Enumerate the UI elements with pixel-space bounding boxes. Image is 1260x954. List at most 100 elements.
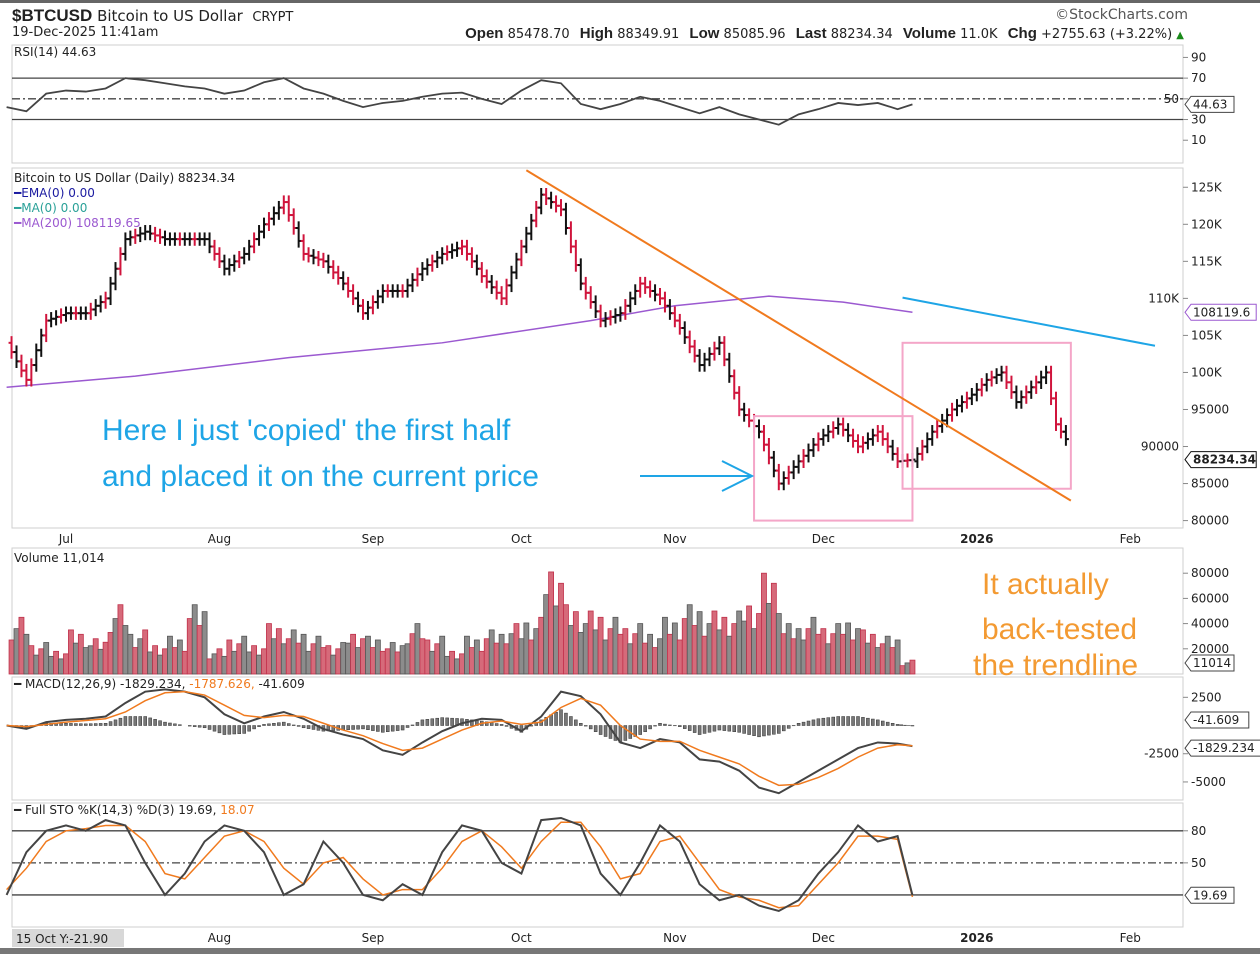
volume-bar [97,648,104,675]
macd-histogram-bar [158,720,162,726]
last-label: Last [795,25,827,42]
price-bar [28,358,35,387]
ema-legend-text: EMA(0) 0.00 [21,186,95,200]
volume-bar [414,623,421,675]
price-bar [231,254,238,272]
volume-bar [320,647,327,675]
macd-histogram-bar [866,717,870,726]
volume-bar [701,635,708,675]
macd-histogram-bar [405,725,410,728]
volume-bar [597,616,604,675]
macd-histogram-bar [227,725,232,735]
copied-price-bar [1013,385,1020,409]
price-bar [473,254,480,276]
macd-histogram-bar [579,723,583,726]
volume-bar [399,645,406,675]
price-bar [820,428,827,446]
open-label: Open [465,25,504,42]
price-bar [246,239,253,261]
price-bar [261,217,267,239]
volume-bar [107,632,114,675]
price-bar [647,280,654,298]
volume-bar [256,654,262,675]
price-bar [840,417,847,437]
price-last-tag [1184,451,1257,469]
price-axis-tick-label: 105K [1191,328,1223,342]
price-bar [513,252,520,280]
bottom-x-axis-label: Feb [1120,931,1141,945]
price-axis-tick-label: 95000 [1191,402,1229,416]
price-bar [216,247,223,268]
price-bar [815,432,822,452]
volume-bar [731,623,738,675]
volume-axis-tick-label: 40000 [1191,617,1229,631]
open-value: 85478.70 [507,27,570,42]
volume-bar [340,642,347,675]
price-bar [345,276,352,298]
macd-histogram-bar [841,716,845,726]
copied-price-bar [973,383,980,402]
volume-bar [221,655,228,675]
price-bar [770,450,777,478]
triangle-up-icon: ▲ [1176,30,1184,41]
volume-bar [468,647,475,675]
volume-bar [28,645,35,675]
macd-histogram-bar [103,723,108,726]
price-bar [409,273,416,293]
price-bar [676,313,683,335]
macd-histogram-bar [366,725,370,731]
price-bar [498,286,505,306]
volume-bar [201,611,208,675]
volume-bar [394,651,401,675]
macd-histogram-bar [242,725,246,734]
macd-histogram-bar [504,725,509,727]
volume-bar [8,639,15,675]
volume-bar [464,635,470,675]
copied-price-bar [1028,380,1035,399]
price-bar [87,302,94,320]
price-bar [701,352,708,372]
volume-bar [181,650,188,675]
price-bar [107,276,114,306]
macd-histogram-bar [564,712,568,726]
price-bar [696,349,703,372]
macd-histogram-bar [885,721,890,726]
volume-bar [478,650,485,675]
volume-bar [73,642,79,675]
ma200-line [6,295,913,389]
macd-hist-last-value-label: -41.609 [1193,713,1239,727]
macd-legend-main: MACD(12,26,9) -1829.234, [25,677,186,691]
macd-histogram-bar [113,719,118,726]
price-x-axis-label: Oct [511,532,532,546]
macd-histogram-bar [212,725,217,732]
volume-bar [667,633,673,675]
macd-histogram-bar [84,723,88,726]
volume-bar [18,616,25,675]
copied-price-bar [1057,417,1064,439]
volume-axis-tick-label: 60000 [1191,591,1229,605]
price-bar [830,421,837,439]
ma200-last-tag [1184,303,1257,321]
price-bar [543,188,550,206]
macd-histogram-bar [737,725,741,733]
price-bar [706,347,713,367]
price-bar [716,336,723,356]
price-bar [874,425,881,443]
volume-bar [216,648,223,675]
volume-bar [543,594,550,675]
volume-bar [261,648,267,675]
volume-bar [869,633,876,675]
volume-bar [810,616,817,675]
volume-last-tag [1184,654,1235,672]
copied-price-bar [914,447,921,468]
volume-bar [226,639,233,675]
volume-axis-tick-label: 20000 [1191,642,1229,656]
price-axis-tick-label: 90000 [1141,440,1179,454]
bottom-x-axis-label: 2026 [960,931,993,945]
price-bar [642,276,649,294]
macd-histogram-bar [593,725,598,732]
macd-histogram-bar [658,723,662,726]
volume-bar [894,639,901,675]
macd-histogram-bar [291,724,296,726]
macd-histogram-bar [79,723,83,726]
